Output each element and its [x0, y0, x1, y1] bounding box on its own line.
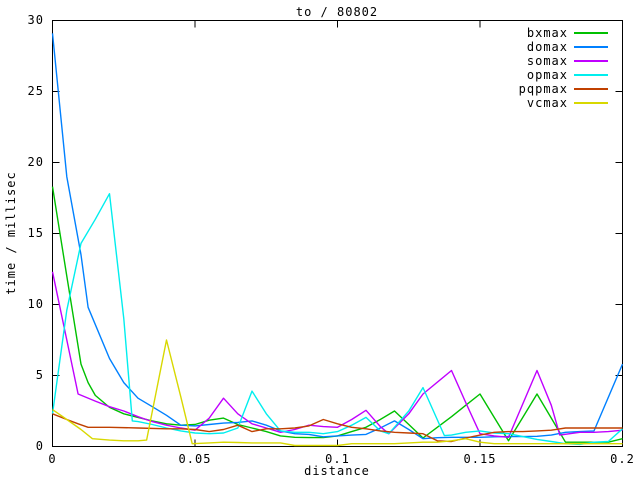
series-line-pqpmax — [52, 413, 623, 443]
x-tick-label: 0 — [48, 452, 57, 466]
legend-row-bxmax: bxmax — [519, 26, 608, 40]
x-tick-label: 0.1 — [325, 452, 350, 466]
legend-line-sample-pqpmax — [574, 88, 608, 90]
y-tick-label: 25 — [27, 83, 44, 98]
legend-row-vcmax: vcmax — [519, 96, 608, 110]
legend-label-vcmax: vcmax — [526, 96, 568, 110]
series-line-bxmax — [51, 186, 623, 443]
legend-row-domax: domax — [519, 40, 608, 54]
x-tick-label: 0.2 — [610, 452, 635, 466]
legend-line-sample-bxmax — [574, 32, 608, 34]
legend: bxmax domax somax opmax pqpmax vcmax — [519, 26, 608, 110]
legend-label-somax: somax — [526, 54, 568, 68]
legend-line-sample-somax — [574, 60, 608, 62]
legend-row-pqpmax: pqpmax — [519, 82, 608, 96]
y-tick-label: 30 — [27, 12, 44, 27]
y-tick-label: 10 — [27, 296, 44, 311]
legend-line-sample-vcmax — [574, 102, 608, 104]
legend-label-pqpmax: pqpmax — [518, 82, 568, 96]
y-tick-label: 5 — [35, 367, 44, 382]
y-tick-label: 15 — [27, 225, 44, 240]
x-tick-label: 0.05 — [178, 452, 212, 466]
legend-line-sample-opmax — [574, 74, 608, 76]
legend-label-bxmax: bxmax — [526, 26, 568, 40]
series-line-domax — [51, 33, 624, 440]
y-tick-label: 0 — [35, 438, 44, 453]
legend-label-opmax: opmax — [526, 68, 568, 82]
series-line-somax — [51, 271, 623, 438]
series-line-opmax — [51, 192, 623, 446]
x-axis-label: distance — [304, 464, 370, 478]
y-tick-label: 20 — [27, 154, 44, 169]
legend-line-sample-domax — [574, 46, 608, 48]
chart-title: to / 80802 — [295, 5, 379, 19]
legend-row-somax: somax — [519, 54, 608, 68]
x-tick-label: 0.15 — [463, 452, 497, 466]
series-line-vcmax — [52, 339, 623, 447]
legend-label-domax: domax — [526, 40, 568, 54]
legend-row-opmax: opmax — [519, 68, 608, 82]
